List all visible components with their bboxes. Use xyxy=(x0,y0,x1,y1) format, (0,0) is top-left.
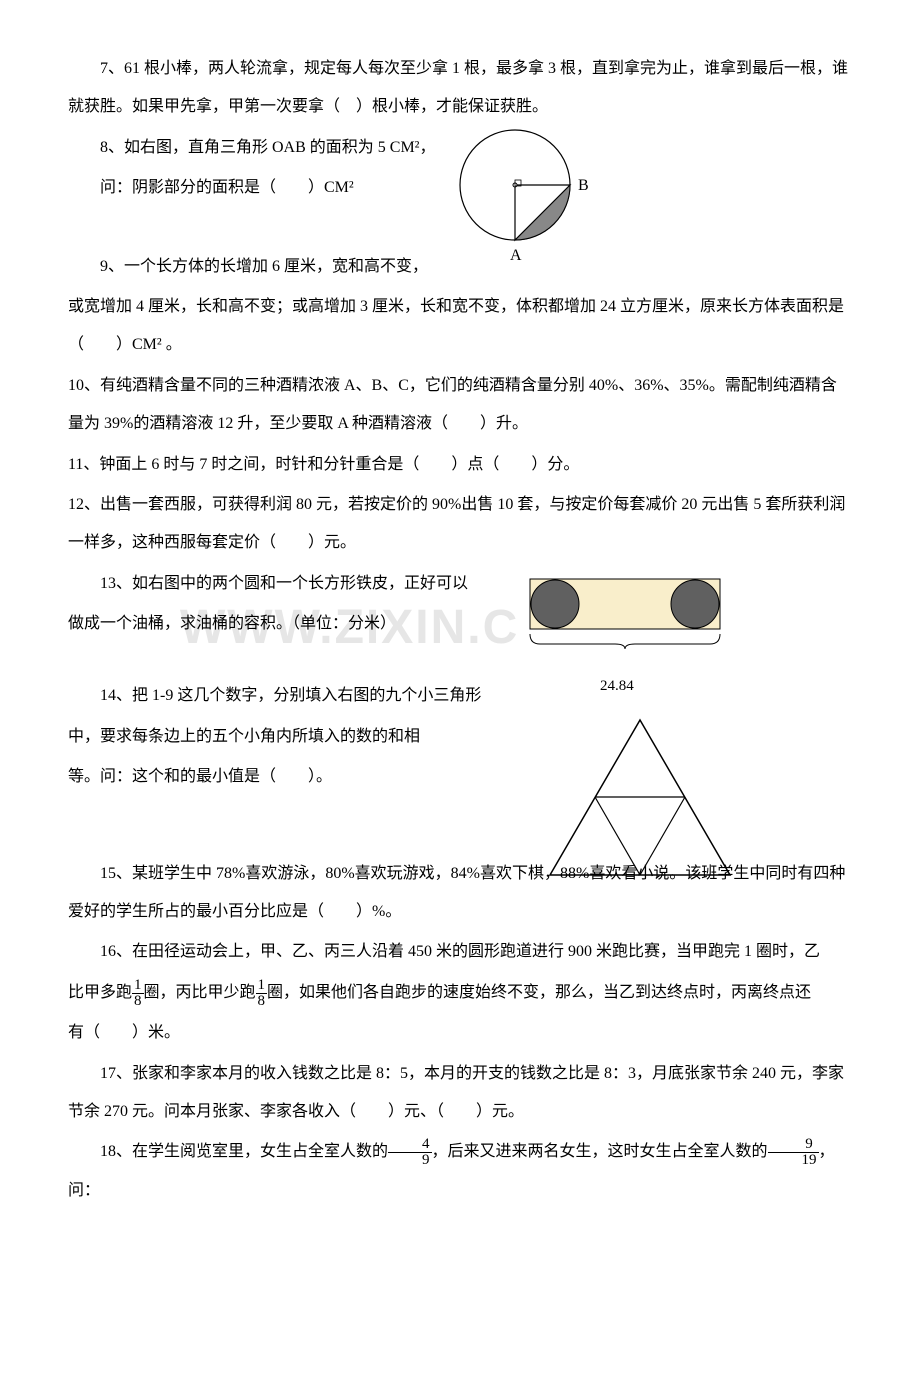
question-18: 18、在学生阅览室里，女生占全室人数的49，后来又进来两名女生，这时女生占全室人… xyxy=(68,1133,852,1210)
question-12: 12、出售一套西服，可获得利润 80 元，若按定价的 90%出售 10 套，与按… xyxy=(68,486,852,563)
question-9-line2: 或宽增加 4 厘米，长和高不变；或高增加 3 厘米，长和宽不变，体积都增加 24… xyxy=(68,288,852,365)
frac-den: 8 xyxy=(256,994,268,1009)
question-14-line3: 等。问：这个和的最小值是（ ）。 xyxy=(68,758,852,796)
question-16-line1: 16、在田径运动会上，甲、乙、丙三人沿着 450 米的圆形跑道进行 900 米跑… xyxy=(68,933,852,971)
q18-text-b: ，后来又进来两名女生，这时女生占全室人数的 xyxy=(432,1143,768,1160)
frac-num: 1 xyxy=(256,978,268,994)
question-7: 7、61 根小棒，两人轮流拿，规定每人每次至少拿 1 根，最多拿 3 根，直到拿… xyxy=(68,50,852,127)
question-8-line2: 问：阴影部分的面积是（ ）CM² xyxy=(68,169,852,207)
question-14-line1: 14、把 1-9 这几个数字，分别填入右图的九个小三角形 xyxy=(68,677,852,715)
frac-den: 9 xyxy=(388,1153,432,1168)
q16-text-b: 圈，丙比甲少跑 xyxy=(144,984,256,1001)
question-10: 10、有纯酒精含量不同的三种酒精浓液 A、B、C，它们的纯酒精含量分别 40%、… xyxy=(68,367,852,444)
fraction-1-8-a: 18 xyxy=(132,978,144,1009)
q16-text-c: 圈，如果他们各自跑步的速度始终不变，那么，当乙到达终点时，丙离终点还 xyxy=(267,984,811,1001)
fraction-1-8-b: 18 xyxy=(256,978,268,1009)
frac-num: 9 xyxy=(768,1137,819,1153)
q18-text-a: 18、在学生阅览室里，女生占全室人数的 xyxy=(100,1143,388,1160)
frac-den: 8 xyxy=(132,994,144,1009)
frac-num: 1 xyxy=(132,978,144,994)
question-16-line3: 有（ ）米。 xyxy=(68,1014,852,1052)
question-13-line1: 13、如右图中的两个圆和一个长方形铁皮，正好可以 xyxy=(68,565,852,603)
page-content: 7、61 根小棒，两人轮流拿，规定每人每次至少拿 1 根，最多拿 3 根，直到拿… xyxy=(68,50,852,1210)
frac-num: 4 xyxy=(388,1137,432,1153)
fraction-9-19: 919 xyxy=(768,1137,819,1168)
question-8-line1: 8、如右图，直角三角形 OAB 的面积为 5 CM²， xyxy=(68,129,852,167)
question-13-line2: 做成一个油桶，求油桶的容积。（单位：分米） xyxy=(68,605,852,643)
question-14-line2: 中，要求每条边上的五个小角内所填入的数的和相 xyxy=(68,718,852,756)
question-15: 15、某班学生中 78%喜欢游泳，80%喜欢玩游戏，84%喜欢下棋，88%喜欢看… xyxy=(68,855,852,932)
fraction-4-9: 49 xyxy=(388,1137,432,1168)
q16-text-a: 比甲多跑 xyxy=(68,984,132,1001)
frac-den: 19 xyxy=(768,1153,819,1168)
question-11: 11、钟面上 6 时与 7 时之间，时针和分针重合是（ ）点（ ）分。 xyxy=(68,446,852,484)
question-16-line2: 比甲多跑18圈，丙比甲少跑18圈，如果他们各自跑步的速度始终不变，那么，当乙到达… xyxy=(68,974,852,1012)
question-17: 17、张家和李家本月的收入钱数之比是 8：5，本月的开支的钱数之比是 8：3，月… xyxy=(68,1055,852,1132)
question-9-line1: 9、一个长方体的长增加 6 厘米，宽和高不变， xyxy=(68,248,852,286)
